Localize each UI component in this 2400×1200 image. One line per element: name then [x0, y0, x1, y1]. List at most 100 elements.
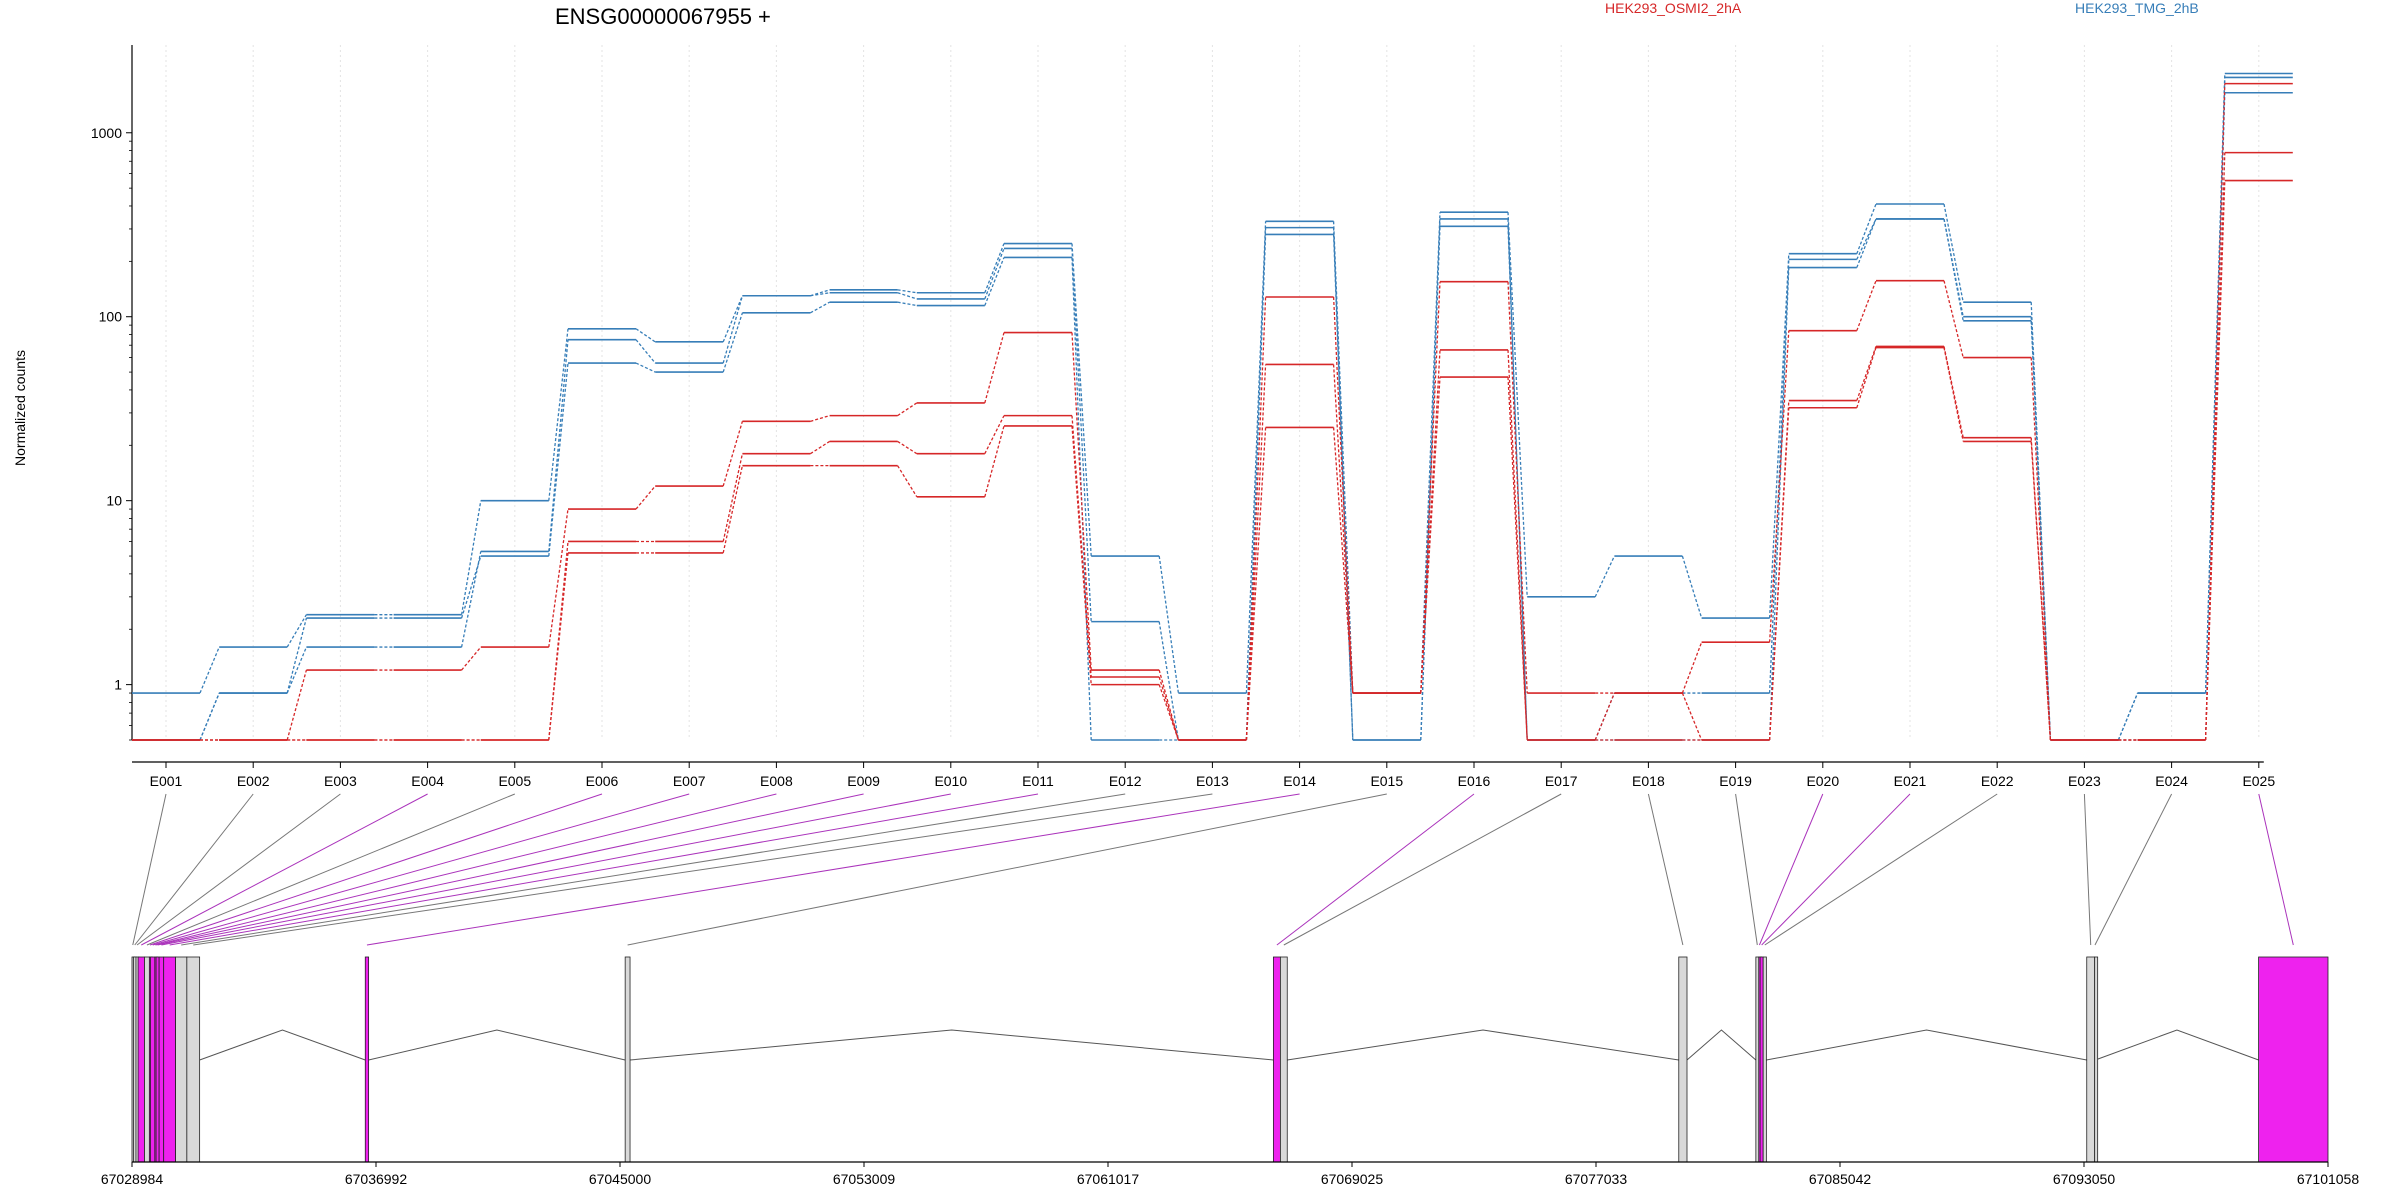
axes: 1 10 100 1000 [91, 45, 2264, 763]
x-tick-label: E025 [2242, 773, 2275, 789]
exon-connector-segment [984, 257, 1005, 306]
exon-connector-segment [1071, 415, 1092, 678]
exon-connector-segment [1507, 212, 1528, 597]
intron-line [199, 1029, 366, 1061]
exon-link-line [2258, 793, 2294, 946]
exon-connector-segment [1071, 425, 1092, 685]
x-tick-label: E024 [2155, 773, 2188, 789]
exon-connector-segment [722, 295, 744, 364]
exon-link-line [366, 793, 1300, 946]
exon-connector-segment [1681, 555, 1703, 619]
exon-connector-segment [1332, 221, 1354, 694]
exon-box [2086, 956, 2096, 1163]
x-tick-label: E017 [1545, 773, 1578, 789]
exon-link-line [149, 793, 603, 946]
exon-connector-segment [1768, 330, 1790, 643]
exon-link-line [1283, 793, 1562, 946]
exon-connector-segment [810, 292, 830, 297]
exon-box [155, 956, 160, 1163]
exon-connector-segment [1681, 642, 1703, 694]
x-tick-label: E008 [760, 773, 793, 789]
exon-box [150, 956, 156, 1163]
genomic-tick-label: 67085042 [1809, 1171, 1872, 1187]
exon-connector-segment [1507, 281, 1528, 694]
x-tick-label: E009 [847, 773, 880, 789]
exon-connector-segment [548, 541, 569, 741]
exon-connector-segment [548, 362, 569, 557]
exon-connector-segment [635, 328, 656, 343]
exon-box [163, 956, 176, 1163]
x-tick-label: E012 [1109, 773, 1142, 789]
x-tick-label: E006 [586, 773, 619, 789]
exon-box [175, 956, 188, 1163]
exon-connector-segment [984, 243, 1005, 293]
genomic-tick-label: 67045000 [589, 1171, 652, 1187]
exon-box [1279, 956, 1288, 1163]
x-tick-label: E015 [1370, 773, 1403, 789]
exon-box [2094, 956, 2099, 1163]
exon-connector-segment [1856, 203, 1877, 254]
exon-connector-segment [1158, 555, 1180, 694]
exon-connector-segment [548, 328, 569, 501]
y-axis-label: Normalized counts [12, 350, 28, 466]
exon-box [158, 956, 165, 1163]
exon-box [2258, 956, 2329, 1163]
exon-box [624, 956, 631, 1163]
exon-connector-segment [548, 339, 569, 552]
exon-connector-segment [897, 465, 918, 498]
exon-box [144, 956, 150, 1163]
exon-connector-segment [722, 312, 744, 373]
exon-link-line [141, 793, 428, 946]
exon-connector-segment [1768, 267, 1790, 741]
exon-connector-segment [1332, 296, 1354, 694]
exon-link-line [169, 793, 1039, 946]
intron-line [1686, 1029, 1757, 1061]
exon-connector-segment [460, 500, 482, 615]
exon-connector-segment [2030, 316, 2052, 741]
x-tick-label: E001 [150, 773, 183, 789]
gene-model [131, 956, 2329, 1163]
exon-connector-segment [1158, 669, 1180, 741]
exon-connector-segment [1856, 218, 1877, 268]
exon-connector-segment [1332, 427, 1354, 694]
exon-connector-segment [1071, 332, 1092, 671]
exon-connector-segment [2204, 83, 2226, 741]
exon-connector-segment [2204, 152, 2226, 741]
exon-connector-segment [984, 248, 1005, 300]
exon-connector-segment [199, 646, 220, 694]
exon-connector-segment [1507, 349, 1528, 741]
exon-connector-segment [810, 414, 830, 422]
x-tick-label: E014 [1283, 773, 1316, 789]
exon-connector-segment [286, 614, 307, 648]
exon-connector-segment [1943, 347, 1964, 442]
exon-connector-segment [1420, 281, 1441, 694]
exon-connector-segment [897, 402, 918, 417]
exon-link-line [157, 793, 864, 946]
exon-link-line [1647, 793, 1684, 946]
exon-connector-segment [722, 465, 744, 554]
exon-connector-segment [1856, 347, 1877, 408]
x-tick-label: E023 [2068, 773, 2101, 789]
genomic-tick-label: 67077033 [1565, 1171, 1628, 1187]
exon-connector-segment [984, 332, 1005, 404]
exon-link-line [2094, 793, 2173, 946]
exon-connector-segment [460, 555, 482, 619]
intron-line [2095, 1029, 2259, 1061]
exon-connector-segment [897, 289, 917, 294]
intron-line [1766, 1029, 2087, 1061]
genomic-tick-label: 67101058 [2297, 1171, 2360, 1187]
exon-connector-segment [286, 646, 307, 694]
series-5 [132, 179, 2293, 741]
exon-link-line [193, 793, 1213, 946]
exon-box [1762, 956, 1767, 1163]
exon-connector-segment [2204, 180, 2226, 741]
exon-connector-segment [897, 292, 917, 300]
exon-connector-segment [984, 425, 1005, 497]
exon-connector-segment [1943, 203, 1964, 303]
exon-connector-segment [1768, 253, 1790, 619]
exon-link-line [1764, 793, 1998, 946]
exon-connector-segment [1943, 280, 1964, 358]
exon-connector-segment [1856, 280, 1877, 331]
series-lines [132, 72, 2293, 741]
legend-entry-tmg: HEK293_TMG_2hB [2075, 0, 2199, 16]
